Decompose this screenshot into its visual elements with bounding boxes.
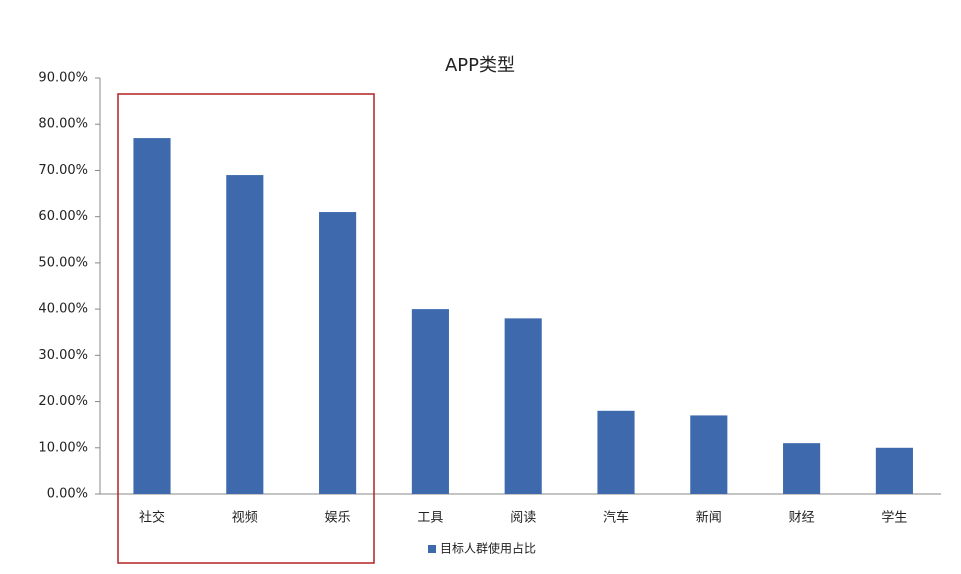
bar bbox=[411, 309, 449, 494]
y-tick-label: 30.00% bbox=[38, 348, 88, 363]
y-tick-label: 20.00% bbox=[38, 394, 88, 409]
x-tick-label: 社交 bbox=[139, 510, 165, 526]
bar bbox=[319, 212, 357, 495]
y-tick-label: 10.00% bbox=[38, 440, 88, 455]
y-tick-label: 60.00% bbox=[38, 209, 88, 224]
bar bbox=[875, 447, 913, 494]
highlight-box bbox=[117, 93, 375, 564]
y-tick-label: 50.00% bbox=[38, 255, 88, 270]
x-tick-label: 娱乐 bbox=[325, 511, 351, 526]
y-tick-label: 90.00% bbox=[38, 71, 88, 86]
y-tick-label: 0.00% bbox=[47, 487, 88, 502]
x-tick-label: 财经 bbox=[789, 511, 815, 526]
x-tick-label: 新闻 bbox=[696, 510, 722, 526]
y-tick-label: 80.00% bbox=[38, 117, 88, 132]
chart-title: APP类型 bbox=[445, 55, 515, 76]
y-tick-label: 70.00% bbox=[38, 163, 88, 178]
legend-label: 目标人群使用占比 bbox=[440, 541, 536, 556]
bar bbox=[690, 415, 728, 494]
x-tick-label: 工具 bbox=[417, 511, 443, 526]
y-tick-label: 40.00% bbox=[38, 302, 88, 317]
bar bbox=[504, 318, 542, 494]
x-tick-label: 阅读 bbox=[510, 511, 536, 526]
legend-swatch bbox=[428, 545, 436, 553]
bar bbox=[226, 175, 264, 495]
x-tick-label: 视频 bbox=[232, 511, 258, 526]
bar bbox=[783, 443, 821, 494]
x-tick-label: 汽车 bbox=[603, 510, 629, 526]
x-tick-label: 学生 bbox=[881, 510, 907, 526]
bar bbox=[133, 138, 171, 495]
bar bbox=[597, 410, 635, 494]
